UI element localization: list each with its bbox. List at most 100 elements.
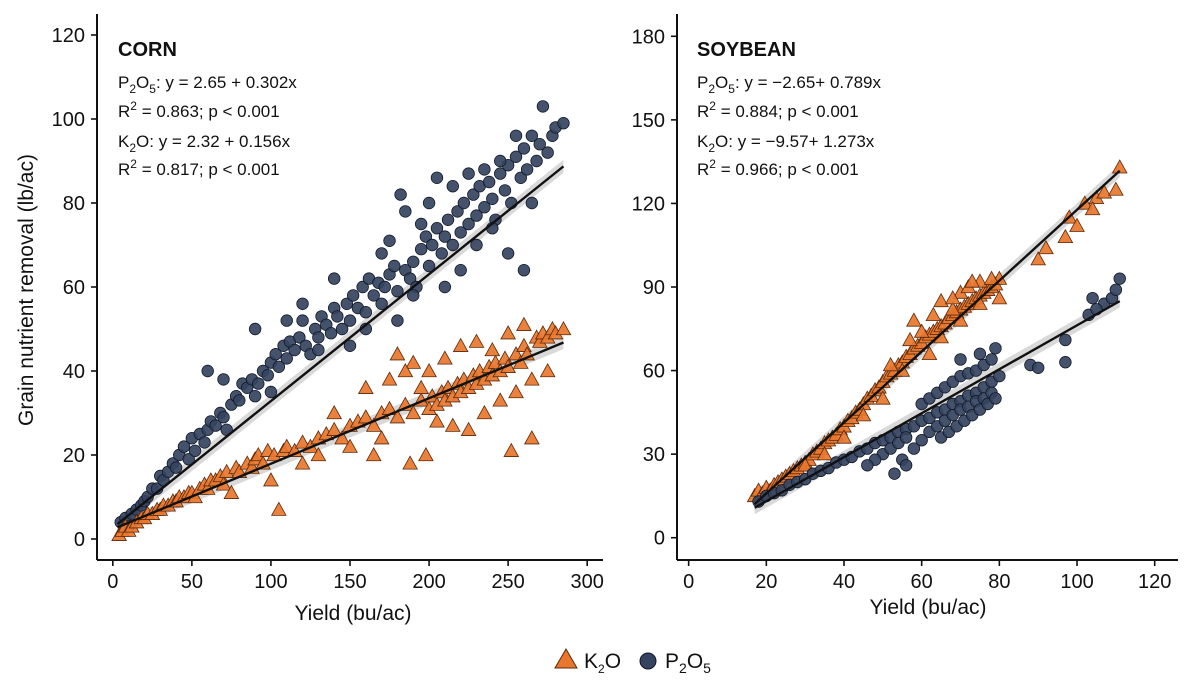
corn-point-p2o5 [498,184,512,197]
corn-point-k2o [418,446,434,462]
legend-label-k2o: K2O [584,650,621,676]
corn-point-p2o5 [462,167,475,180]
corn-point-p2o5 [312,343,325,357]
corn-point-p2o5 [293,331,306,344]
corn-point-p2o5 [296,314,309,327]
corn-point-p2o5 [494,167,507,180]
corn-axes: 0 20 40 60 80 100 120 0 50 100 150 200 250 300 [52,14,604,593]
soybean-point-k2o [983,270,1000,285]
soybean-point-p2o5 [1113,272,1126,285]
soybean-point-k2o [902,331,918,347]
corn-point-k2o [357,409,374,424]
soybean-point-k2o [921,345,938,361]
legend: K2O P2O5 [554,648,711,676]
corn-point-p2o5 [288,343,301,357]
corn-point-p2o5 [201,364,214,378]
corn-y-tick-label: 20 [63,445,85,467]
corn-point-p2o5 [430,171,444,185]
corn-point-k2o [270,501,287,516]
corn-point-p2o5 [248,322,262,336]
corn-point-p2o5 [494,154,507,168]
corn-point-p2o5 [482,175,496,189]
soybean-point-k2o [933,292,949,308]
soybean-point-k2o [964,273,981,288]
corn-point-k2o [402,455,418,470]
corn-point-k2o [326,404,343,420]
corn-point-p2o5 [209,419,222,432]
corn-k2o-stats-line: R2 = 0.817; p < 0.001 [118,157,280,179]
corn-point-k2o [523,430,540,445]
corn-point-p2o5 [438,280,452,294]
corn-y-tick-label: 60 [63,277,85,299]
soybean-k2o-equation: y = −9.57+ 1.273x [738,132,875,151]
corn-p2o5-equation-line: P2O5: y = 2.65 + 0.302x [118,73,297,96]
soybean-axes: 0 30 60 90 120 150 180 0 20 40 60 80 100 120 [632,14,1178,593]
soybean-p2o5-equation: y = −2.65+ 0.789x [744,73,881,92]
corn-point-p2o5 [525,129,539,143]
soybean-point-k2o [1084,200,1101,216]
corn-point-k2o [413,379,430,394]
soybean-fit-lines [753,169,1121,509]
corn-point-p2o5 [438,230,452,243]
soybean-x-tick-label: 40 [833,571,855,593]
corn-y-tick-label: 120 [52,25,85,47]
soybean-x-tick-label: 60 [911,571,933,593]
corn-series-p2o5 [114,100,570,533]
corn-point-p2o5 [394,188,407,201]
corn-point-p2o5 [217,373,230,386]
corn-point-p2o5 [557,116,570,130]
soybean-point-p2o5 [985,353,998,366]
corn-point-k2o [500,325,517,340]
corn-point-k2o [294,434,311,449]
corn-point-p2o5 [470,238,483,252]
corn-point-p2o5 [520,163,534,176]
soybean-x-tick-label: 100 [1060,571,1093,593]
soybean-x-tick-label: 0 [683,571,694,593]
corn-point-p2o5 [375,247,388,260]
corn-point-p2o5 [441,213,455,227]
corn-point-p2o5 [383,234,396,248]
corn-point-p2o5 [525,196,539,210]
corn-point-p2o5 [509,129,523,143]
soybean-point-k2o [925,306,942,322]
corn-point-k2o [405,404,422,420]
corn-x-tick-label: 150 [333,571,366,593]
corn-point-p2o5 [296,297,309,311]
corn-point-p2o5 [517,264,531,277]
soybean-point-p2o5 [989,342,1002,355]
soybean-point-p2o5 [973,347,987,361]
corn-point-p2o5 [367,289,380,302]
corn-point-k2o [460,421,477,436]
soybean-y-tick-label: 0 [654,528,665,550]
soybean-point-k2o [1038,239,1054,255]
corn-point-p2o5 [343,339,357,353]
corn-point-p2o5 [407,289,420,302]
corn-point-k2o [381,371,398,386]
soybean-point-k2o [1096,184,1113,199]
soybean-p2o5-equation-line: P2O5: y = −2.65+ 0.789x [697,73,881,96]
corn-point-k2o [436,350,453,365]
corn-point-p2o5 [414,217,428,231]
soybean-fit-line-k2o [753,169,1121,505]
soybean-y-tick-label: 120 [632,193,665,215]
soybean-point-k2o [816,446,833,461]
corn-point-p2o5 [478,200,491,214]
soybean-point-p2o5 [888,467,901,480]
soybean-point-p2o5 [915,434,928,447]
corn-point-p2o5 [446,238,459,252]
corn-point-k2o [523,371,540,386]
corn-point-p2o5 [533,137,546,151]
soybean-point-p2o5 [1086,291,1099,305]
corn-fit-lines [116,165,565,529]
corn-point-p2o5 [435,247,448,260]
corn-point-p2o5 [391,285,404,298]
corn-point-k2o [468,333,485,348]
corn-point-p2o5 [403,272,417,285]
corn-point-k2o [492,392,509,407]
soybean-x-axis-label: Yield (bu/ac) [869,596,986,619]
corn-x-tick-label: 100 [254,571,287,593]
corn-point-p2o5 [470,209,483,222]
corn-point-p2o5 [407,255,420,268]
corn-point-p2o5 [261,369,274,382]
